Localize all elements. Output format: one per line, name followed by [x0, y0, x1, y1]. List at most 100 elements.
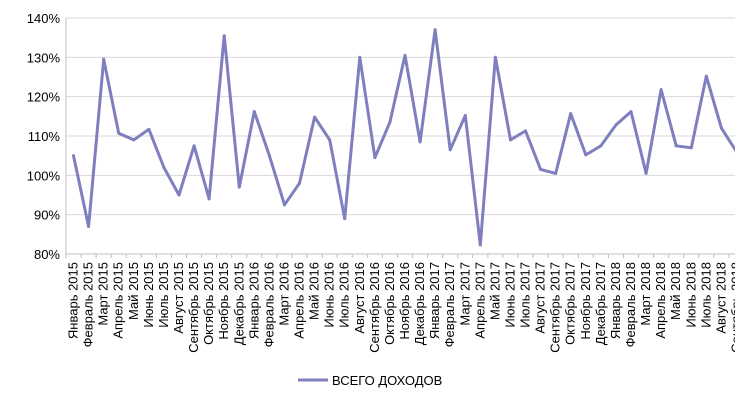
series-line	[72, 28, 735, 247]
x-tick-label: Апрель 2018	[653, 262, 668, 339]
data-point	[192, 144, 196, 148]
data-point	[87, 224, 91, 228]
x-tick-label: Июль 2017	[518, 262, 533, 328]
x-tick-label: Январь 2018	[608, 262, 623, 339]
x-tick-label: Февраль 2016	[261, 262, 276, 347]
y-tick-label: 80%	[34, 247, 60, 262]
series-layer	[72, 28, 735, 247]
legend: ВСЕГО ДОХОДОВ	[298, 373, 442, 388]
x-tick-label: Февраль 2017	[442, 262, 457, 347]
data-point	[72, 154, 76, 158]
data-point	[343, 217, 347, 221]
data-point	[719, 126, 723, 130]
data-point	[463, 114, 467, 118]
data-point	[267, 154, 271, 158]
x-tick-label: Январь 2015	[66, 262, 81, 339]
data-point	[207, 197, 211, 201]
y-tick-label: 110%	[28, 129, 61, 144]
x-tick-label: Февраль 2018	[623, 262, 638, 347]
y-axis: 80% 90% 100% 110% 120% 130% 140%	[27, 11, 67, 262]
x-tick-label: Сентябрь 2018	[728, 262, 735, 353]
data-point	[689, 146, 693, 150]
data-point	[614, 123, 618, 127]
x-tick-label: Сентябрь 2015	[186, 262, 201, 353]
x-tick-label: Сентябрь 2017	[548, 262, 563, 353]
x-axis: Январь 2015 Февраль 2015 Март 2015 Апрель 2…	[65, 254, 735, 353]
data-point	[358, 55, 362, 59]
data-point	[704, 74, 708, 78]
x-tick-label: Май 2015	[126, 262, 141, 320]
y-tick-label: 140%	[27, 11, 61, 26]
data-point	[629, 110, 633, 114]
data-point	[102, 57, 106, 61]
x-tick-label: Август 2016	[352, 262, 367, 334]
x-tick-label: Февраль 2015	[81, 262, 96, 347]
legend-label: ВСЕГО ДОХОДОВ	[332, 373, 442, 388]
x-tick-label: Октябрь 2015	[201, 262, 216, 345]
x-tick-label: Март 2018	[638, 262, 653, 326]
data-point	[328, 138, 332, 142]
x-tick-label: Октябрь 2017	[563, 262, 578, 345]
x-tick-label: Август 2018	[713, 262, 728, 334]
x-tick-label: Декабрь 2015	[231, 262, 246, 345]
data-point	[418, 140, 422, 144]
x-tick-label: Июль 2016	[337, 262, 352, 328]
x-tick-label: Январь 2016	[246, 262, 261, 339]
x-tick-label: Июнь 2018	[683, 262, 698, 328]
x-tick-label: Сентябрь 2016	[367, 262, 382, 353]
data-point	[539, 167, 543, 171]
x-tick-label: Июнь 2016	[322, 262, 337, 328]
x-tick-label: Август 2015	[171, 262, 186, 334]
x-tick-label: Март 2016	[276, 262, 291, 326]
data-point	[282, 203, 286, 207]
x-tick-label: Апрель 2015	[111, 262, 126, 339]
data-point	[373, 156, 377, 160]
data-point	[569, 112, 573, 116]
data-point	[313, 115, 317, 119]
data-point	[493, 55, 497, 59]
data-point	[298, 181, 302, 185]
data-point	[132, 138, 136, 142]
y-tick-label: 130%	[27, 50, 61, 65]
data-point	[584, 153, 588, 157]
x-tick-label: Апрель 2017	[472, 262, 487, 339]
x-tick-label: Август 2017	[533, 262, 548, 334]
x-tick-label: Ноябрь 2016	[397, 262, 412, 340]
x-tick-label: Май 2017	[487, 262, 502, 320]
x-tick-label: Март 2017	[457, 262, 472, 326]
data-point	[448, 148, 452, 152]
data-point	[147, 127, 151, 131]
data-point	[177, 193, 181, 197]
data-point	[674, 144, 678, 148]
x-tick-label: Декабрь 2016	[412, 262, 427, 345]
x-tick-label: Ноябрь 2017	[578, 262, 593, 340]
data-point	[403, 53, 407, 57]
data-point	[222, 34, 226, 38]
x-tick-label: Июль 2015	[156, 262, 171, 328]
data-point	[117, 131, 121, 135]
x-tick-label: Март 2015	[96, 262, 111, 326]
x-tick-label: Апрель 2016	[292, 262, 307, 339]
x-tick-label: Июнь 2015	[141, 262, 156, 328]
x-tick-label: Октябрь 2016	[382, 262, 397, 345]
data-point	[162, 165, 166, 169]
data-point	[388, 120, 392, 124]
x-tick-label: Ноябрь 2015	[216, 262, 231, 340]
y-tick-label: 90%	[34, 208, 60, 223]
data-point	[252, 110, 256, 114]
x-tick-label: Май 2018	[668, 262, 683, 320]
data-point	[433, 28, 437, 32]
x-tick-label: Январь 2017	[427, 262, 442, 339]
data-point	[237, 185, 241, 189]
x-tick-label: Июнь 2017	[502, 262, 517, 328]
x-tick-label: Июль 2018	[698, 262, 713, 328]
data-point	[659, 88, 663, 92]
x-tick-label: Май 2016	[307, 262, 322, 320]
data-point	[644, 171, 648, 175]
x-tick-label: Декабрь 2017	[593, 262, 608, 345]
data-point	[599, 144, 603, 148]
gridlines	[66, 17, 735, 255]
data-point	[508, 138, 512, 142]
y-tick-label: 100%	[27, 168, 61, 183]
